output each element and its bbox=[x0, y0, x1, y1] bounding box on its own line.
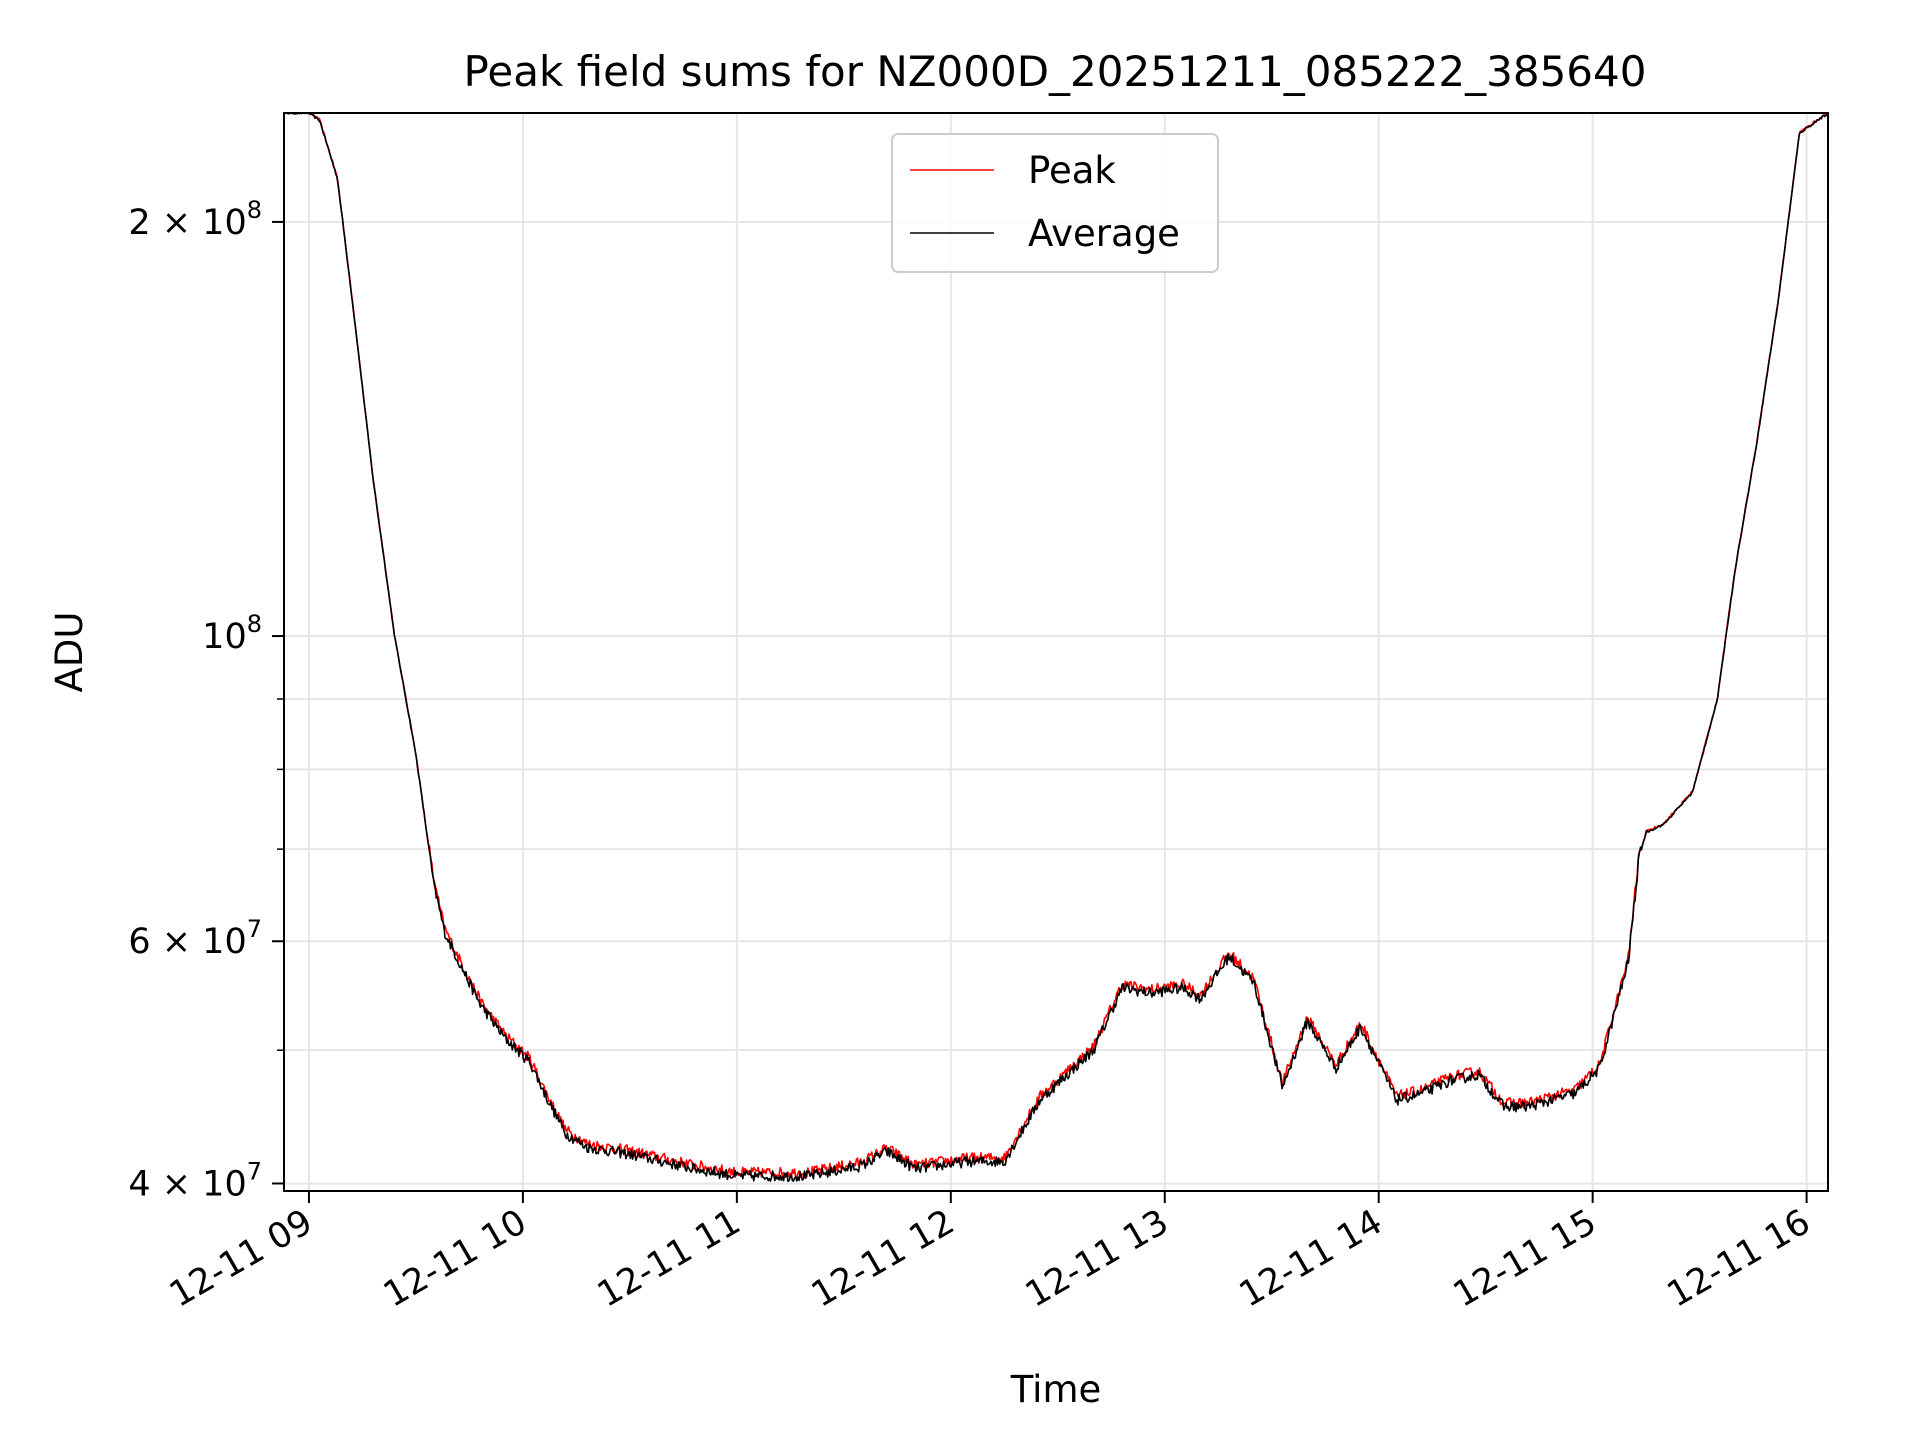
y-tick-label: 4 × 107 bbox=[128, 1157, 262, 1204]
series-lines bbox=[283, 112, 1829, 1183]
legend-box bbox=[891, 133, 1219, 273]
plot-area-frame bbox=[283, 112, 1829, 1192]
y-tick-label: 6 × 107 bbox=[128, 915, 262, 962]
legend: Peak Average bbox=[891, 133, 1219, 273]
x-axis-label: Time bbox=[1010, 1368, 1102, 1411]
y-axis-label: ADU bbox=[48, 612, 91, 693]
y-tick-label: 108 bbox=[202, 610, 262, 657]
y-tick-label: 2 × 108 bbox=[128, 196, 262, 243]
grid bbox=[284, 113, 1828, 1191]
chart-title: Peak field sums for NZ000D_20251211_0852… bbox=[464, 47, 1647, 96]
legend-label-average: Average bbox=[1028, 212, 1180, 255]
legend-label-peak: Peak bbox=[1028, 149, 1116, 192]
series-line-average bbox=[284, 112, 1829, 1183]
